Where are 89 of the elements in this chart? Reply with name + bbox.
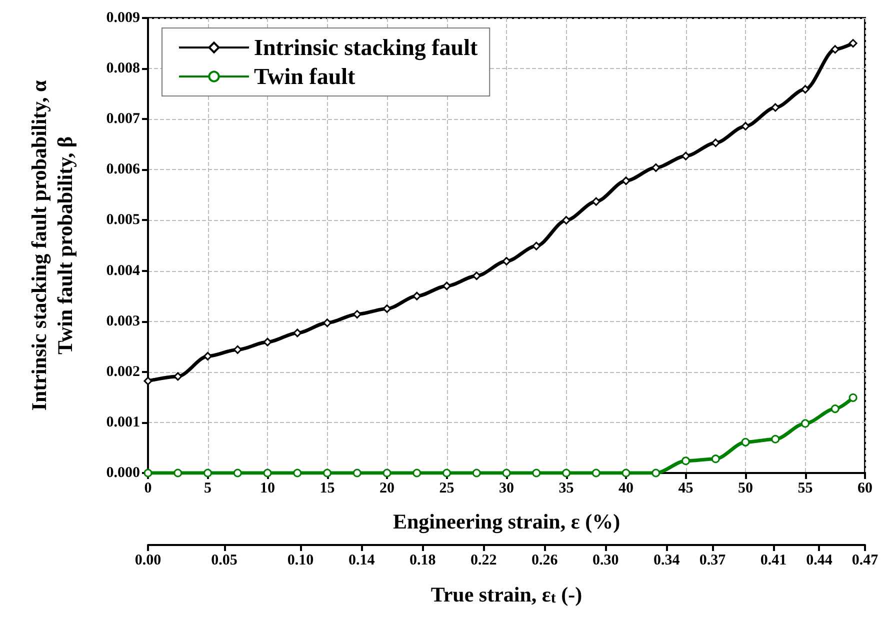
x2-tick-label: 0.47 bbox=[852, 552, 879, 568]
point bbox=[442, 282, 451, 290]
point bbox=[801, 419, 810, 428]
y-tick-label: 0.006 bbox=[106, 162, 140, 178]
point bbox=[472, 468, 481, 478]
point bbox=[382, 468, 392, 478]
x-axis-title: Engineering strain, ε (%) bbox=[392, 510, 620, 534]
point bbox=[652, 163, 660, 172]
y-tick-label: 0.002 bbox=[106, 364, 140, 380]
point bbox=[711, 138, 720, 148]
point bbox=[682, 456, 690, 466]
x-tick-label: 45 bbox=[678, 480, 694, 496]
point bbox=[801, 85, 810, 94]
x2-tick-label: 0.05 bbox=[211, 552, 238, 568]
x-tick-label: 25 bbox=[439, 480, 454, 496]
point bbox=[323, 318, 332, 328]
point bbox=[263, 468, 272, 478]
y-tick-label: 0.004 bbox=[106, 262, 140, 279]
point bbox=[204, 352, 212, 360]
x2-tick-label: 0.30 bbox=[592, 552, 619, 568]
point bbox=[293, 328, 302, 338]
point bbox=[352, 310, 362, 319]
y-tick-label: 0.003 bbox=[106, 313, 140, 330]
point bbox=[622, 468, 630, 478]
x-tick-label: 0 bbox=[144, 480, 152, 496]
point bbox=[204, 468, 212, 478]
point bbox=[293, 468, 302, 478]
point bbox=[174, 372, 182, 381]
point bbox=[682, 152, 690, 160]
point bbox=[233, 468, 242, 478]
point bbox=[592, 468, 600, 478]
x-tick-label: 10 bbox=[260, 480, 275, 496]
point bbox=[263, 338, 272, 346]
point bbox=[323, 468, 332, 478]
y-tick-label: 0.009 bbox=[106, 10, 140, 26]
x-tick-label: 60 bbox=[858, 480, 872, 496]
point bbox=[412, 468, 422, 478]
x2-tick-label: 0.22 bbox=[470, 552, 497, 568]
point bbox=[830, 404, 840, 414]
point bbox=[502, 256, 511, 266]
point bbox=[711, 454, 720, 464]
x2-tick-label: 0.14 bbox=[348, 552, 376, 568]
legend-label: Intrinsic stacking fault bbox=[254, 35, 478, 61]
point bbox=[830, 45, 840, 54]
y-tick-label: 0.001 bbox=[106, 414, 140, 430]
legend-label: Twin fault bbox=[254, 64, 356, 89]
y-axis-title: Intrinsic stacking fault probability, α Twin fault probability, β bbox=[27, 80, 77, 411]
point bbox=[741, 438, 750, 446]
point bbox=[352, 468, 362, 478]
x-tick-label: 55 bbox=[798, 480, 813, 496]
point bbox=[233, 345, 242, 354]
point bbox=[652, 468, 660, 478]
x2-tick-label: 0.34 bbox=[654, 552, 680, 568]
point bbox=[562, 468, 570, 478]
point bbox=[771, 103, 780, 112]
point bbox=[144, 376, 152, 386]
point bbox=[532, 468, 541, 478]
point bbox=[771, 434, 780, 444]
point bbox=[848, 393, 858, 402]
y-tick-label: 0.008 bbox=[106, 60, 140, 77]
point bbox=[502, 468, 511, 478]
x2-tick-label: 0.44 bbox=[806, 552, 833, 568]
y-tick-label: 0.005 bbox=[106, 212, 140, 228]
x-tick-label: 35 bbox=[558, 480, 574, 496]
point bbox=[562, 216, 570, 224]
x-tick-label: 20 bbox=[380, 480, 394, 496]
x2-tick-label: 0.10 bbox=[287, 552, 314, 568]
y-tick-label: 0.007 bbox=[106, 111, 140, 128]
x2-axis-title: True strain, εt (-) bbox=[430, 582, 582, 606]
point bbox=[442, 468, 451, 478]
x2-tick-label: 0.37 bbox=[699, 552, 726, 568]
point bbox=[382, 304, 392, 313]
point bbox=[412, 292, 422, 300]
y-tick-label: 0.000 bbox=[106, 465, 140, 481]
x2-tick-label: 0.00 bbox=[134, 552, 162, 568]
x-tick-label: 40 bbox=[618, 480, 634, 496]
x-tick-label: 5 bbox=[204, 480, 212, 496]
point bbox=[741, 122, 750, 130]
x-tick-label: 15 bbox=[320, 480, 335, 496]
point bbox=[532, 242, 541, 250]
x-tick-label: 50 bbox=[738, 480, 753, 496]
point bbox=[592, 197, 600, 206]
x2-tick-label: 0.26 bbox=[532, 552, 558, 568]
x-tick-label: 30 bbox=[499, 480, 514, 496]
x2-tick-label: 0.18 bbox=[409, 552, 436, 568]
x2-tick-label: 0.41 bbox=[760, 552, 787, 568]
point bbox=[174, 468, 182, 478]
point bbox=[848, 39, 858, 48]
point bbox=[622, 176, 630, 186]
